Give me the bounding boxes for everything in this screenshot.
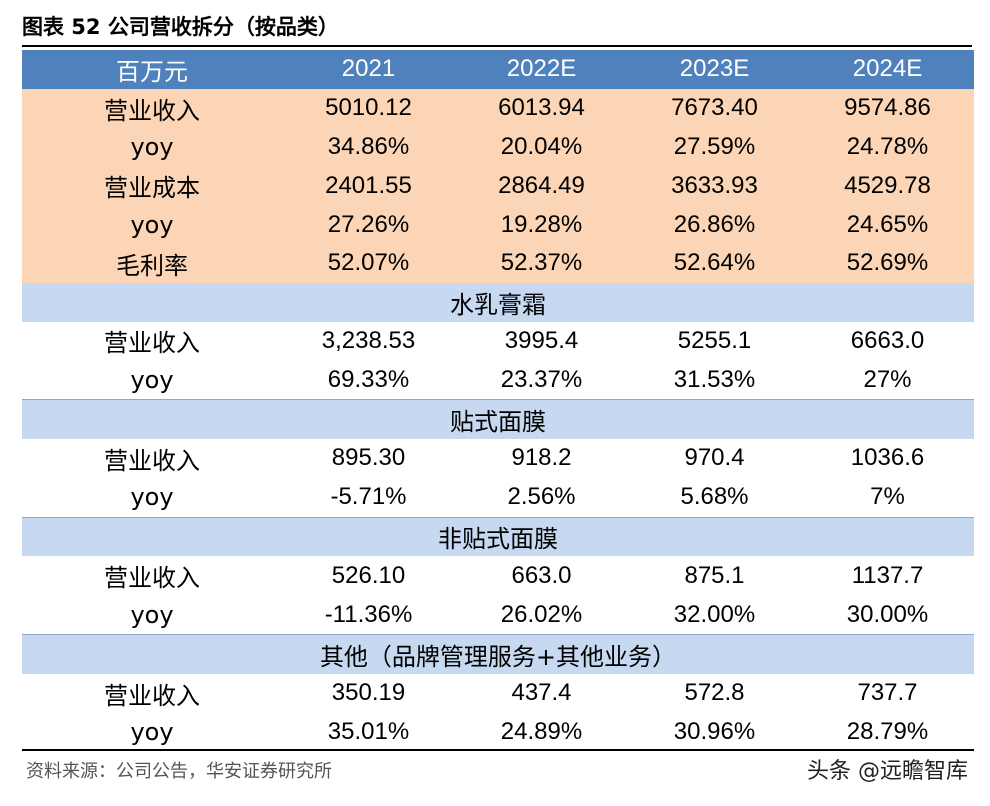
table-cell: 30.96% <box>673 717 756 745</box>
table-cell: 24.65% <box>801 205 974 244</box>
table-cell: 3633.93 <box>628 166 801 206</box>
row-label: yoy <box>130 600 174 629</box>
section-header-non-sheet-mask: 非贴式面膜 <box>22 516 974 557</box>
table-row: 营业收入 3,238.53 3995.4 5255.1 6663.0 <box>22 322 974 361</box>
summary-row-cost-yoy: yoy 27.26% 19.28% 26.86% 24.65% <box>22 205 974 244</box>
table-cell: 32.00% <box>673 600 756 628</box>
section-title: 其他（品牌管理服务+其他业务） <box>22 633 974 674</box>
row-label: 营业收入 <box>104 446 200 475</box>
section-title: 贴式面膜 <box>22 399 974 439</box>
table-cell: 4529.78 <box>801 166 974 206</box>
header-2022e: 2022E <box>455 50 628 89</box>
table-cell: 3,238.53 <box>321 326 416 354</box>
table-cell: 875.1 <box>684 561 745 589</box>
row-label: 营业成本 <box>22 166 282 206</box>
table-bottom-divider <box>22 749 974 751</box>
row-label: yoy <box>22 205 282 244</box>
table-row: 营业收入 526.10 663.0 875.1 1137.7 <box>22 556 974 595</box>
table-cell: 24.89% <box>500 717 583 745</box>
table-cell: 2.56% <box>507 483 576 511</box>
section-title: 非贴式面膜 <box>22 516 974 557</box>
table-cell: 9574.86 <box>801 88 974 128</box>
row-label: yoy <box>130 483 174 512</box>
figure-title: 图表 52 公司营收拆分（按品类） <box>22 15 339 39</box>
header-2021: 2021 <box>282 50 455 89</box>
table-cell: 1036.6 <box>850 444 925 472</box>
header-2024e: 2024E <box>801 50 974 89</box>
table-cell: 6013.94 <box>455 88 628 128</box>
table-cell: 737.7 <box>857 679 918 707</box>
table-cell: 35.01% <box>327 717 410 745</box>
table-row: yoy -11.36% 26.02% 32.00% 30.00% <box>22 595 974 634</box>
table-cell: 5010.12 <box>282 88 455 128</box>
table-cell: 7673.40 <box>628 88 801 128</box>
table-row: yoy 35.01% 24.89% 30.96% 28.79% <box>22 713 974 752</box>
table-cell: 23.37% <box>500 365 583 393</box>
summary-row-gross-margin: 毛利率 52.07% 52.37% 52.64% 52.69% <box>22 243 974 283</box>
table-cell: 27% <box>863 365 912 393</box>
table-row: 营业收入 350.19 437.4 572.8 737.7 <box>22 674 974 713</box>
table-header-row: 百万元 2021 2022E 2023E 2024E <box>22 50 974 89</box>
table-cell: 27.59% <box>628 127 801 167</box>
table-cell: -5.71% <box>330 483 407 511</box>
row-label: 营业收入 <box>104 681 200 710</box>
row-label: yoy <box>130 717 174 746</box>
row-label: 毛利率 <box>22 243 282 283</box>
table-cell: 26.86% <box>628 205 801 244</box>
table-cell: 2864.49 <box>455 166 628 206</box>
table-cell: 6663.0 <box>850 326 925 354</box>
table-cell: 19.28% <box>455 205 628 244</box>
section-header-lotion-cream: 水乳膏霜 <box>22 282 974 322</box>
table-cell: 52.37% <box>455 243 628 283</box>
section-header-sheet-mask: 贴式面膜 <box>22 399 974 439</box>
table-cell: 526.10 <box>331 561 406 589</box>
table-cell: 970.4 <box>684 444 745 472</box>
table-cell: 2401.55 <box>282 166 455 206</box>
table-cell: 3995.4 <box>504 326 579 354</box>
watermark: 头条 @远瞻智库 <box>807 759 968 784</box>
table-cell: -11.36% <box>324 600 413 628</box>
table-cell: 7% <box>870 483 905 511</box>
table-cell: 5.68% <box>680 483 749 511</box>
row-label: yoy <box>130 365 174 394</box>
section-title: 水乳膏霜 <box>22 282 974 322</box>
table-cell: 572.8 <box>684 679 745 707</box>
table-cell: 5255.1 <box>677 326 752 354</box>
table-cell: 52.64% <box>628 243 801 283</box>
table-cell: 26.02% <box>500 600 583 628</box>
row-label: yoy <box>22 127 282 167</box>
header-2023e: 2023E <box>628 50 801 89</box>
title-divider <box>22 45 972 47</box>
table-cell: 663.0 <box>511 561 572 589</box>
table-cell: 437.4 <box>511 679 572 707</box>
source-note: 资料来源：公司公告，华安证券研究所 <box>26 761 332 782</box>
table-cell: 28.79% <box>846 717 929 745</box>
table-row: yoy 69.33% 23.37% 31.53% 27% <box>22 360 974 399</box>
table-cell: 52.69% <box>801 243 974 283</box>
row-label: 营业收入 <box>104 564 200 593</box>
table-cell: 20.04% <box>455 127 628 167</box>
revenue-breakdown-table: 百万元 2021 2022E 2023E 2024E 营业收入 5010.12 … <box>22 50 974 751</box>
table-cell: 1137.7 <box>851 561 924 589</box>
table-row: 营业收入 895.30 918.2 970.4 1036.6 <box>22 439 974 478</box>
table-cell: 52.07% <box>282 243 455 283</box>
table-cell: 31.53% <box>673 365 756 393</box>
summary-row-revenue-yoy: yoy 34.86% 20.04% 27.59% 24.78% <box>22 127 974 167</box>
table-cell: 69.33% <box>327 365 410 393</box>
table-cell: 34.86% <box>282 127 455 167</box>
summary-row-cost: 营业成本 2401.55 2864.49 3633.93 4529.78 <box>22 166 974 206</box>
row-label: 营业收入 <box>104 329 200 358</box>
table-cell: 895.30 <box>331 444 406 472</box>
row-label: 营业收入 <box>22 88 282 128</box>
table-row: yoy -5.71% 2.56% 5.68% 7% <box>22 478 974 517</box>
table-cell: 918.2 <box>511 444 572 472</box>
section-header-other: 其他（品牌管理服务+其他业务） <box>22 633 974 674</box>
table-cell: 27.26% <box>282 205 455 244</box>
table-cell: 30.00% <box>846 600 929 628</box>
summary-row-revenue: 营业收入 5010.12 6013.94 7673.40 9574.86 <box>22 88 974 128</box>
table-cell: 350.19 <box>331 679 406 707</box>
header-unit: 百万元 <box>22 50 282 89</box>
table-cell: 24.78% <box>801 127 974 167</box>
